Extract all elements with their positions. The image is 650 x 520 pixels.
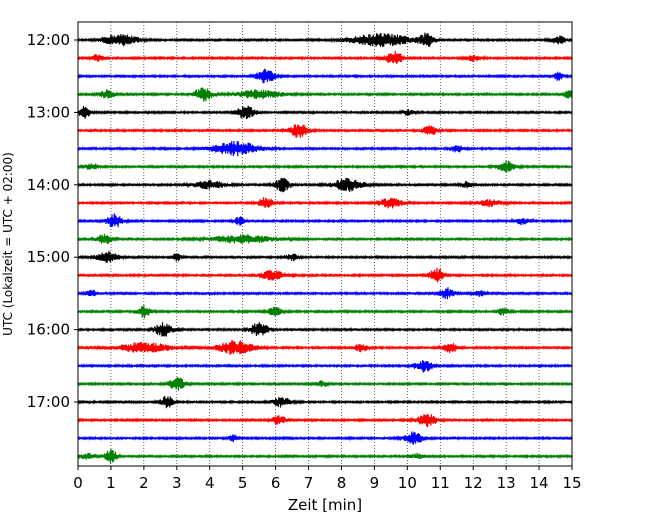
trace-1730 [77,431,573,445]
trace-1615 [77,340,573,355]
trace-1215 [77,51,573,64]
x-tick-label: 0 [73,474,83,492]
y-tick-label: 16:00 [27,321,70,339]
y-tick-label: 17:00 [27,393,70,411]
trace-1315 [77,124,573,138]
trace-1545 [77,305,573,319]
trace-1715 [77,413,573,428]
x-tick-label: 9 [370,474,380,492]
y-tick-label: 13:00 [27,103,70,121]
y-tick-label: 14:00 [27,176,70,194]
trace-1430 [77,213,573,228]
trace-1415 [77,197,573,209]
x-tick-label: 5 [238,474,248,492]
x-tick-label: 8 [337,474,347,492]
trace-1330 [77,140,573,157]
trace-1645 [77,376,573,391]
trace-1515 [77,267,573,283]
x-tick-label: 14 [530,474,549,492]
y-tick-label: 12:00 [27,31,70,49]
x-tick-label: 3 [172,474,182,492]
x-axis-label: Zeit [min] [288,496,362,514]
trace-1200 [77,32,573,47]
y-tick-label: 15:00 [27,248,70,266]
trace-1530 [77,287,573,300]
trace-1230 [77,68,573,84]
plot-area: 0 1 2 3 4 5 6 7 8 9 10 11 12 13 14 1512:0013:0014:0015:… [27,21,582,492]
x-tick-label: 7 [304,474,314,492]
x-tick-label: 1 [106,474,116,492]
axes-frame [77,21,573,467]
trace-1345 [77,160,573,173]
trace-1600 [77,322,573,337]
x-tick-label: 6 [271,474,281,492]
trace-1630 [77,360,573,373]
trace-1400 [77,177,573,193]
x-tick-label: 15 [562,474,581,492]
x-tick-label: 12 [464,474,483,492]
x-tick-label: 2 [139,474,149,492]
trace-1700 [77,396,573,409]
trace-1300 [77,105,573,120]
x-tick-label: 4 [205,474,215,492]
trace-1745 [77,449,573,464]
y-axis-label: UTC (Lokalzeit = UTC + 02:00) [1,152,15,336]
trace-1445 [77,233,573,244]
x-tick-label: 10 [398,474,417,492]
x-tick-label: 13 [497,474,516,492]
trace-1245 [77,87,573,102]
trace-1500 [77,251,573,263]
x-tick-label: 11 [431,474,450,492]
